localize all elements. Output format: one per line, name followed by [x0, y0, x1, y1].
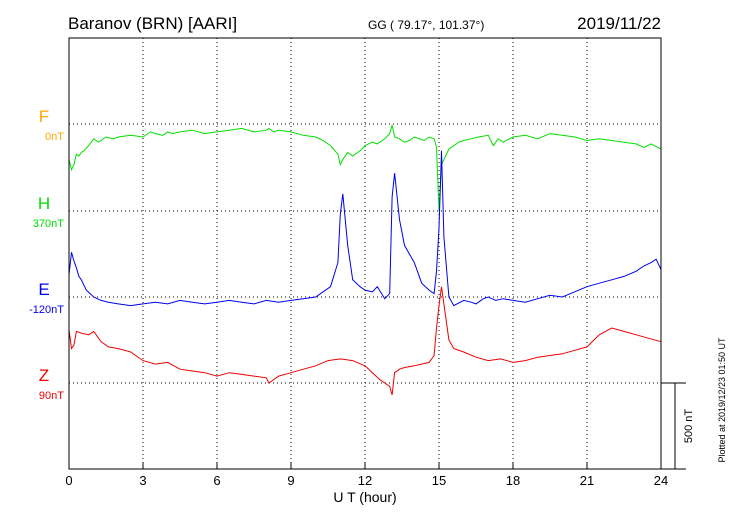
series-label-z: Z — [39, 366, 49, 385]
baseline-label-h: 370nT — [33, 218, 64, 230]
x-axis-label: U T (hour) — [333, 489, 396, 505]
plot-frame — [68, 37, 662, 470]
plotted-timestamp: Plotted at 2019/12/23 01:50 UT — [717, 337, 727, 463]
series-label-e: E — [38, 280, 49, 299]
x-tick-label: 15 — [432, 473, 446, 488]
station-title: Baranov (BRN) [AARI] — [68, 14, 237, 33]
x-tick-label: 18 — [506, 473, 520, 488]
x-tick-label: 9 — [287, 473, 294, 488]
x-tick-label: 21 — [580, 473, 594, 488]
x-tick-label: 12 — [358, 473, 372, 488]
x-tick-label: 3 — [139, 473, 146, 488]
scale-bar-label: 500 nT — [683, 409, 695, 444]
traces — [68, 124, 662, 396]
grid — [69, 38, 661, 469]
trace-h — [68, 124, 662, 212]
coordinates-label: GG ( 79.17°, 101.37°) — [368, 18, 484, 32]
date-label: 2019/11/22 — [577, 14, 661, 33]
baseline-label-z: 90nT — [39, 390, 64, 402]
baseline-label-f: 0nT — [45, 131, 64, 143]
x-tick-label: 6 — [213, 473, 220, 488]
scale-bar: 500 nT — [661, 382, 695, 470]
series-labels: F 0nT H 370nT E -120nT Z 90nT — [29, 107, 64, 402]
trace-e — [68, 150, 662, 307]
x-tick-label: 0 — [65, 473, 72, 488]
x-ticks: 0 3 6 9 12 15 18 21 24 — [65, 463, 668, 488]
x-tick-label: 24 — [654, 473, 668, 488]
trace-z — [68, 286, 662, 396]
baseline-label-e: -120nT — [29, 304, 64, 316]
series-label-f: F — [39, 107, 49, 126]
series-label-h: H — [38, 194, 50, 213]
